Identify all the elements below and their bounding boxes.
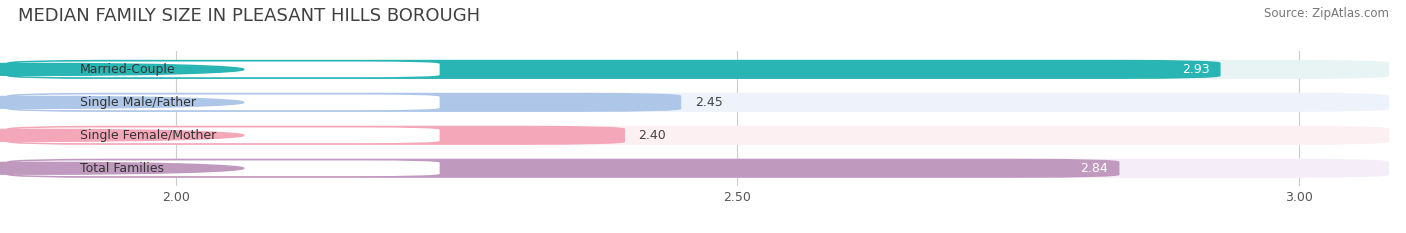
FancyBboxPatch shape — [7, 126, 626, 145]
Text: MEDIAN FAMILY SIZE IN PLEASANT HILLS BOROUGH: MEDIAN FAMILY SIZE IN PLEASANT HILLS BOR… — [18, 7, 481, 25]
Circle shape — [0, 129, 243, 141]
Text: Source: ZipAtlas.com: Source: ZipAtlas.com — [1264, 7, 1389, 20]
Text: 2.93: 2.93 — [1181, 63, 1209, 76]
Circle shape — [0, 96, 243, 108]
Circle shape — [0, 63, 243, 75]
FancyBboxPatch shape — [7, 159, 1119, 178]
Text: Total Families: Total Families — [80, 162, 165, 175]
Text: Single Male/Father: Single Male/Father — [80, 96, 195, 109]
FancyBboxPatch shape — [7, 126, 1389, 145]
FancyBboxPatch shape — [7, 159, 1389, 178]
FancyBboxPatch shape — [13, 95, 440, 110]
Circle shape — [0, 162, 243, 174]
FancyBboxPatch shape — [13, 161, 440, 176]
Text: 2.84: 2.84 — [1080, 162, 1108, 175]
FancyBboxPatch shape — [7, 93, 682, 112]
FancyBboxPatch shape — [7, 60, 1220, 79]
FancyBboxPatch shape — [13, 62, 440, 77]
Text: 2.40: 2.40 — [638, 129, 666, 142]
FancyBboxPatch shape — [7, 93, 1389, 112]
Text: Single Female/Mother: Single Female/Mother — [80, 129, 217, 142]
FancyBboxPatch shape — [7, 60, 1389, 79]
FancyBboxPatch shape — [13, 127, 440, 143]
Text: Married-Couple: Married-Couple — [80, 63, 176, 76]
Text: 2.45: 2.45 — [695, 96, 723, 109]
